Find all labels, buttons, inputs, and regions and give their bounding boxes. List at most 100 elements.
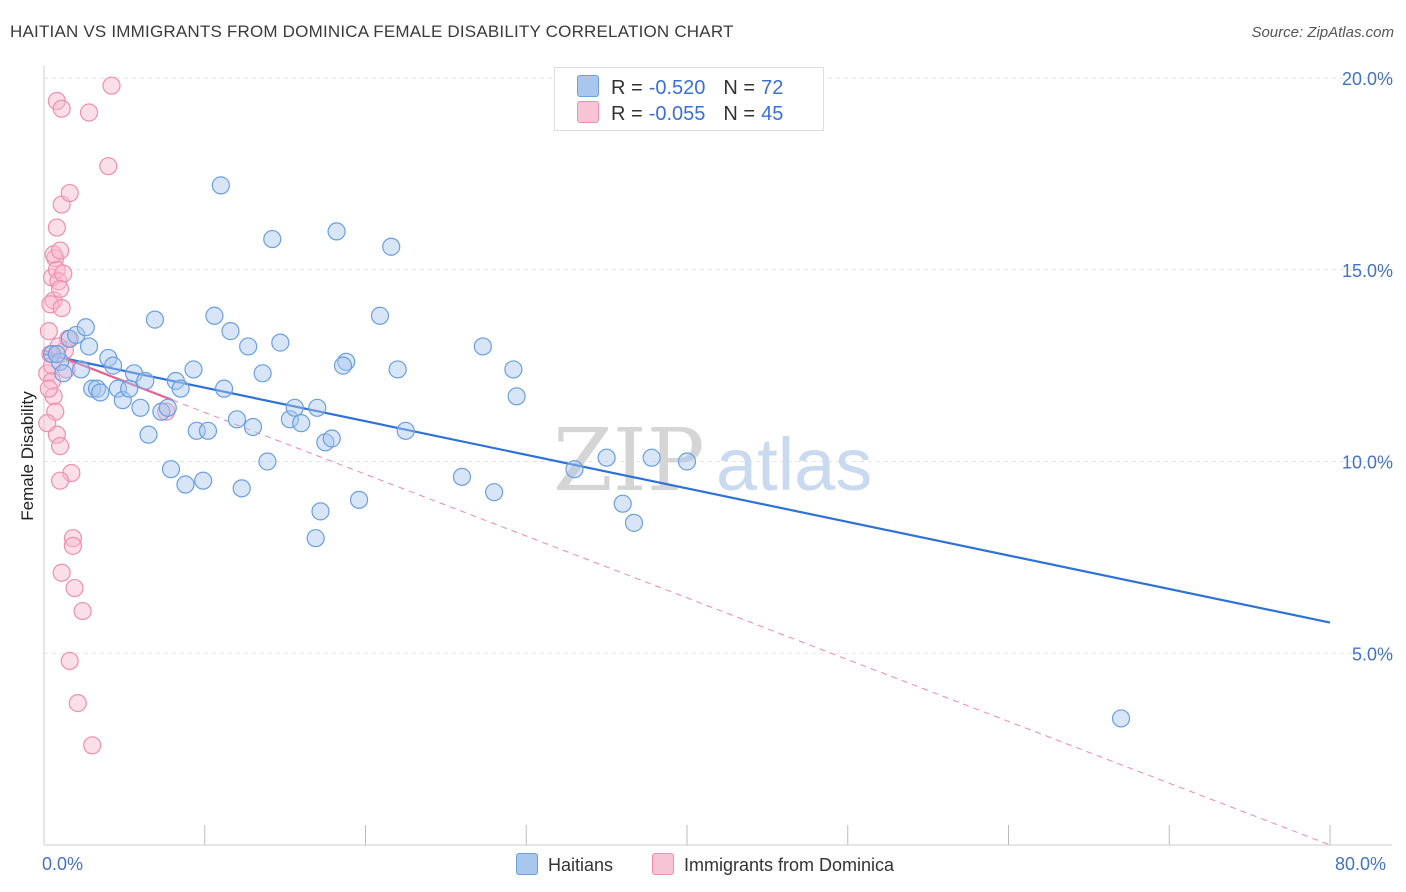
data-point-haitians	[214, 379, 234, 398]
x-ticks	[204, 825, 1331, 845]
n-value: 45	[761, 103, 784, 125]
data-point-haitians	[232, 479, 251, 498]
data-point-haitians	[597, 448, 616, 467]
data-point-haitians	[327, 222, 346, 241]
data-point-dominica	[68, 694, 87, 713]
series-dominica-points	[38, 76, 176, 755]
series-haitians-points	[42, 176, 1131, 728]
data-point-haitians	[239, 337, 258, 356]
stats-row-haitians: R = -0.520 N = 72	[577, 75, 783, 101]
data-point-haitians	[205, 306, 224, 325]
data-point-haitians	[211, 176, 230, 195]
data-point-haitians	[71, 360, 91, 379]
data-point-haitians	[624, 513, 644, 532]
grid-lines	[44, 77, 1392, 654]
data-point-haitians	[243, 417, 263, 437]
stats-legend: R = -0.520 N = 72 R = -0.055 N = 45	[554, 67, 824, 131]
data-point-dominica	[54, 264, 73, 283]
data-point-dominica	[52, 299, 71, 318]
dominica-swatch	[577, 101, 599, 123]
data-point-haitians	[161, 460, 181, 479]
data-point-haitians	[504, 360, 523, 379]
data-point-dominica	[60, 651, 79, 671]
data-point-haitians	[139, 425, 158, 444]
data-point-dominica	[79, 103, 99, 122]
data-point-haitians	[396, 421, 415, 440]
data-point-haitians	[120, 379, 139, 398]
watermark: ZIP atlas	[553, 411, 872, 511]
data-point-haitians	[473, 337, 492, 356]
data-point-haitians	[370, 306, 390, 325]
y-tick-label: 15.0%	[1342, 261, 1393, 281]
dominica-swatch	[652, 853, 674, 875]
data-point-haitians	[452, 467, 472, 486]
data-point-dominica	[63, 529, 83, 548]
data-point-haitians	[198, 421, 218, 440]
data-point-haitians	[91, 383, 110, 402]
data-point-haitians	[271, 333, 290, 352]
data-point-haitians	[263, 229, 282, 249]
chart-title: HAITIAN VS IMMIGRANTS FROM DOMINICA FEMA…	[10, 22, 734, 41]
data-point-haitians	[54, 364, 73, 383]
legend-label-dominica: Immigrants from Dominica	[684, 855, 895, 875]
data-point-haitians	[176, 475, 195, 494]
data-point-haitians	[349, 490, 369, 509]
trendline-haitians	[43, 353, 1331, 624]
data-point-dominica	[52, 99, 71, 118]
r-value: -0.520	[648, 77, 706, 99]
data-point-haitians	[184, 360, 203, 379]
legend-label-haitians: Haitians	[548, 855, 614, 875]
data-point-dominica	[52, 563, 71, 582]
stats-row-dominica: R = -0.055 N = 45	[577, 101, 783, 127]
r-label: R =	[611, 77, 643, 99]
data-point-haitians	[47, 345, 66, 364]
y-tick-label: 5.0%	[1352, 644, 1393, 664]
haitians-swatch	[516, 853, 538, 875]
data-point-haitians	[642, 448, 661, 467]
data-point-haitians	[258, 452, 277, 471]
data-point-haitians	[79, 337, 99, 356]
data-point-haitians	[677, 452, 697, 471]
y-tick-labels: 5.0% 10.0% 15.0% 20.0%	[1342, 69, 1393, 664]
r-label: R =	[611, 103, 643, 125]
data-point-haitians	[507, 387, 526, 406]
trendline-dominica-extension	[172, 399, 1331, 846]
x-tick-label-min: 0.0%	[42, 854, 83, 874]
data-point-haitians	[136, 371, 155, 391]
data-point-dominica	[73, 601, 92, 621]
data-point-haitians	[280, 410, 300, 429]
y-tick-label: 20.0%	[1342, 69, 1393, 89]
data-point-haitians	[565, 460, 584, 479]
data-point-haitians	[253, 364, 272, 383]
data-point-dominica	[60, 183, 79, 203]
data-point-dominica	[83, 736, 102, 755]
legend-item-dominica: Immigrants from Dominica	[652, 853, 894, 876]
data-point-haitians	[485, 483, 504, 502]
x-tick-label-max: 80.0%	[1335, 854, 1386, 874]
data-point-haitians	[322, 429, 341, 448]
data-point-dominica	[39, 379, 58, 398]
data-point-dominica	[47, 218, 66, 237]
y-axis-label: Female Disability	[18, 391, 37, 521]
data-point-haitians	[158, 398, 177, 417]
n-value: 72	[761, 77, 784, 99]
data-point-dominica	[39, 322, 58, 341]
data-point-dominica	[102, 76, 121, 95]
y-tick-label: 10.0%	[1342, 453, 1393, 473]
data-point-haitians	[306, 529, 325, 548]
axes	[43, 66, 1392, 846]
data-point-haitians	[171, 379, 190, 398]
r-value: -0.055	[648, 103, 706, 125]
data-point-dominica	[50, 241, 70, 260]
data-point-haitians	[104, 356, 123, 375]
data-point-dominica	[99, 157, 118, 176]
data-point-haitians	[292, 414, 311, 433]
data-point-haitians	[382, 237, 401, 256]
data-point-haitians	[145, 310, 165, 329]
data-point-haitians	[613, 494, 632, 513]
data-point-dominica	[63, 536, 83, 555]
data-point-haitians	[131, 398, 150, 417]
data-point-haitians	[333, 356, 353, 375]
data-point-dominica	[50, 437, 70, 456]
